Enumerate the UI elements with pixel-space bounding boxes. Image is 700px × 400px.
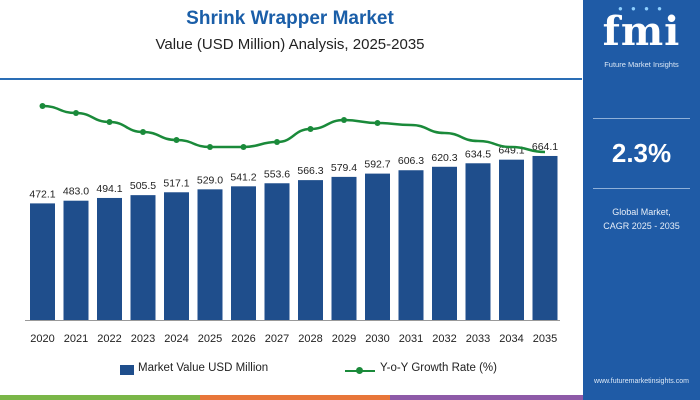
growth-line xyxy=(42,104,546,154)
bottom-strip-orange xyxy=(200,395,390,400)
header-divider xyxy=(0,78,582,80)
growth-point xyxy=(240,144,247,150)
growth-point xyxy=(106,119,113,125)
sidebar-divider-bottom xyxy=(593,188,690,189)
growth-point xyxy=(140,129,146,135)
bar-value-label: 566.3 xyxy=(297,165,323,177)
logo-icons: ● ● ● ● xyxy=(618,4,665,13)
x-tick-label: 2022 xyxy=(97,333,121,345)
chart-title: Shrink Wrapper Market xyxy=(186,8,394,29)
bar-value-label: 505.5 xyxy=(130,180,156,192)
x-tick-label: 2033 xyxy=(466,333,490,345)
bar xyxy=(499,159,524,320)
legend-bar-label: Market Value USD Million xyxy=(138,362,269,374)
cagr-label-line2: CAGR 2025 - 2035 xyxy=(603,221,680,231)
cagr-value: 2.3% xyxy=(611,138,672,168)
bar xyxy=(465,163,491,320)
chart-subtitle: Value (USD Million) Analysis, 2025-2035 xyxy=(155,36,425,53)
x-tick-label: 2031 xyxy=(399,333,423,345)
bar-value-label: 606.3 xyxy=(398,155,424,167)
x-tick-label: 2020 xyxy=(30,333,54,345)
bar xyxy=(331,176,357,320)
bar-value-label: 553.6 xyxy=(264,168,290,180)
bar xyxy=(197,189,223,320)
growth-point xyxy=(39,103,46,109)
bar xyxy=(231,186,256,320)
bar xyxy=(532,155,558,320)
bar-value-label: 472.1 xyxy=(29,188,55,200)
sidebar-divider-top xyxy=(593,118,690,119)
website-link[interactable]: www.futuremarketinsights.com xyxy=(594,378,689,385)
x-tick-label: 2030 xyxy=(365,333,389,345)
bar xyxy=(432,166,457,320)
x-tick-label: 2021 xyxy=(64,333,88,345)
x-tick-label: 2028 xyxy=(298,333,322,345)
growth-point xyxy=(341,117,347,123)
cagr-label: Global Market, CAGR 2025 - 2035 xyxy=(583,205,700,233)
x-tick-label: 2025 xyxy=(198,333,222,345)
bar-value-label: 494.1 xyxy=(96,183,122,195)
bar-value-label: 634.5 xyxy=(465,148,491,160)
bar-value-label: 620.3 xyxy=(431,152,457,164)
bar-value-label: 517.1 xyxy=(163,177,189,189)
bar-value-label: 483.0 xyxy=(63,186,89,198)
bar-value-label: 592.7 xyxy=(364,159,390,171)
x-tick-label: 2035 xyxy=(533,333,557,345)
x-tick-label: 2029 xyxy=(332,333,356,345)
x-tick-label: 2024 xyxy=(164,333,188,345)
growth-point xyxy=(274,139,280,145)
x-tick-label: 2027 xyxy=(265,333,289,345)
growth-point xyxy=(73,110,79,116)
bar-value-label: 664.1 xyxy=(532,141,558,153)
bar xyxy=(30,203,55,320)
x-tick-label: 2026 xyxy=(231,333,255,345)
x-tick-label: 2023 xyxy=(131,333,155,345)
fmi-logo: ● ● ● ● fmi Future Market Insights xyxy=(583,0,700,80)
market-chart: 472.1 2020 483.0 2021 494.1 2022 505.5 2023 517.… xyxy=(25,103,560,345)
x-tick-label: 2034 xyxy=(499,333,523,345)
bottom-strip-purple xyxy=(390,395,583,400)
bar xyxy=(97,197,122,320)
logo-subtitle: Future Market Insights xyxy=(604,60,679,69)
logo-text: fmi xyxy=(602,8,681,55)
growth-point xyxy=(173,137,180,143)
bar xyxy=(298,180,323,320)
bar xyxy=(264,183,290,320)
bar xyxy=(365,173,390,320)
bar-value-label: 529.0 xyxy=(197,174,223,186)
bar-value-label: 541.2 xyxy=(230,171,256,183)
bar xyxy=(398,170,424,320)
bar-value-label: 579.4 xyxy=(331,162,357,174)
bar xyxy=(130,195,156,320)
x-tick-label: 2032 xyxy=(432,333,456,345)
sidebar: ● ● ● ● fmi Future Market Insights 2.3% … xyxy=(583,0,700,400)
growth-point xyxy=(207,144,213,150)
growth-point xyxy=(307,126,314,132)
legend-line-label: Y-o-Y Growth Rate (%) xyxy=(380,362,497,374)
cagr-label-line1: Global Market, xyxy=(612,207,671,217)
bottom-strip-green xyxy=(0,395,200,400)
bar xyxy=(164,192,189,320)
legend-bar-swatch xyxy=(120,365,134,375)
legend-line-marker xyxy=(356,367,363,374)
bar xyxy=(63,200,89,320)
growth-point xyxy=(374,120,381,126)
